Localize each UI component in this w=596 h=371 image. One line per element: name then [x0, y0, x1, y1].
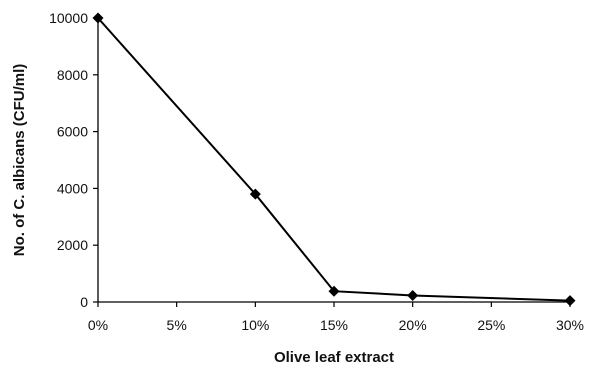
data-point-marker — [249, 188, 261, 200]
data-point-marker — [407, 289, 419, 301]
y-tick-label: 2000 — [57, 237, 88, 253]
x-tick-label: 15% — [320, 317, 348, 333]
series-layer — [92, 12, 576, 307]
x-tick-label: 20% — [399, 317, 427, 333]
y-tick-label: 6000 — [57, 124, 88, 140]
y-tick-label: 10000 — [49, 10, 88, 26]
x-tick-label: 30% — [556, 317, 584, 333]
data-point-marker — [328, 285, 340, 297]
x-tick-label: 10% — [241, 317, 269, 333]
data-point-marker — [564, 295, 576, 307]
y-tick-label: 8000 — [57, 67, 88, 83]
y-tick-label: 4000 — [57, 180, 88, 196]
y-axis-title: No. of C. albicans (CFU/ml) — [11, 64, 28, 257]
x-ticks: 0% 5% 10% 15% 20% 25% 30% — [88, 302, 584, 333]
x-axis-title: Olive leaf extract — [274, 349, 394, 366]
y-ticks: 0 2000 4000 6000 8000 10000 — [49, 10, 98, 310]
series-line — [97, 17, 571, 302]
x-tick-label: 5% — [167, 317, 187, 333]
y-tick-label: 0 — [80, 294, 88, 310]
data-point-marker — [92, 12, 104, 24]
x-tick-label: 0% — [88, 317, 108, 333]
axes — [97, 18, 570, 303]
x-tick-label: 25% — [477, 317, 505, 333]
